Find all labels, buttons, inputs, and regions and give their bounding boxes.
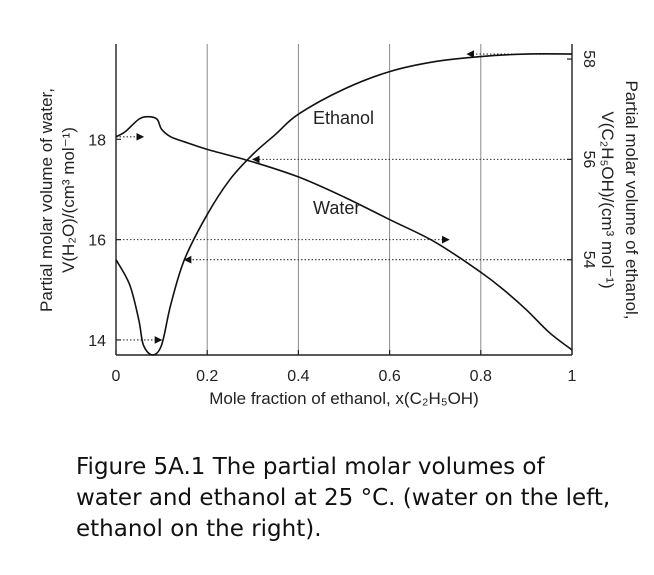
dotted-guide-lines [116,50,572,344]
y-right-axis-label-units: V(C₂H₅OH)/(cm³ mol⁻¹) [598,111,617,288]
ticks: 0 0.2 0.4 0.6 0.8 1 14 16 18 54 56 58 [88,50,597,385]
x-tick-label: 0.4 [287,368,309,385]
grid [206,44,482,355]
y-left-axis-label-units: V(H₂O)/(cm³ mol⁻¹) [59,127,78,273]
series-line-water [115,115,573,351]
y-right-tick-label: 58 [580,50,597,68]
x-tick-label: 0.2 [196,368,218,385]
x-tick-label: 0 [112,368,121,385]
series-label-water: Water [313,198,360,218]
figure-caption: Figure 5A.1 The partial molar volumes of… [76,454,611,542]
y-right-tick-label: 56 [580,150,597,168]
y-left-axis-label: Partial molar volume of water, [37,88,56,312]
x-tick-label: 1 [568,368,577,385]
y-left-tick-label: 18 [88,132,106,149]
series-label-ethanol: Ethanol [313,108,374,128]
y-right-tick-label-group: 58 [580,50,597,68]
x-tick-label: 0.6 [378,368,400,385]
x-axis-label: Mole fraction of ethanol, x(C₂H₅OH) [209,389,479,408]
y-right-axis-label: Partial molar volume of ethanol, [622,80,641,319]
series-line-ethanol [115,53,573,356]
y-left-tick-label: 14 [88,333,106,350]
y-left-tick-label: 16 [88,233,106,250]
y-right-tick-label: 54 [580,251,597,269]
y-right-tick-label-group: 56 [580,150,597,168]
x-tick-label: 0.8 [470,368,492,385]
y-right-tick-label-group: 54 [580,251,597,269]
